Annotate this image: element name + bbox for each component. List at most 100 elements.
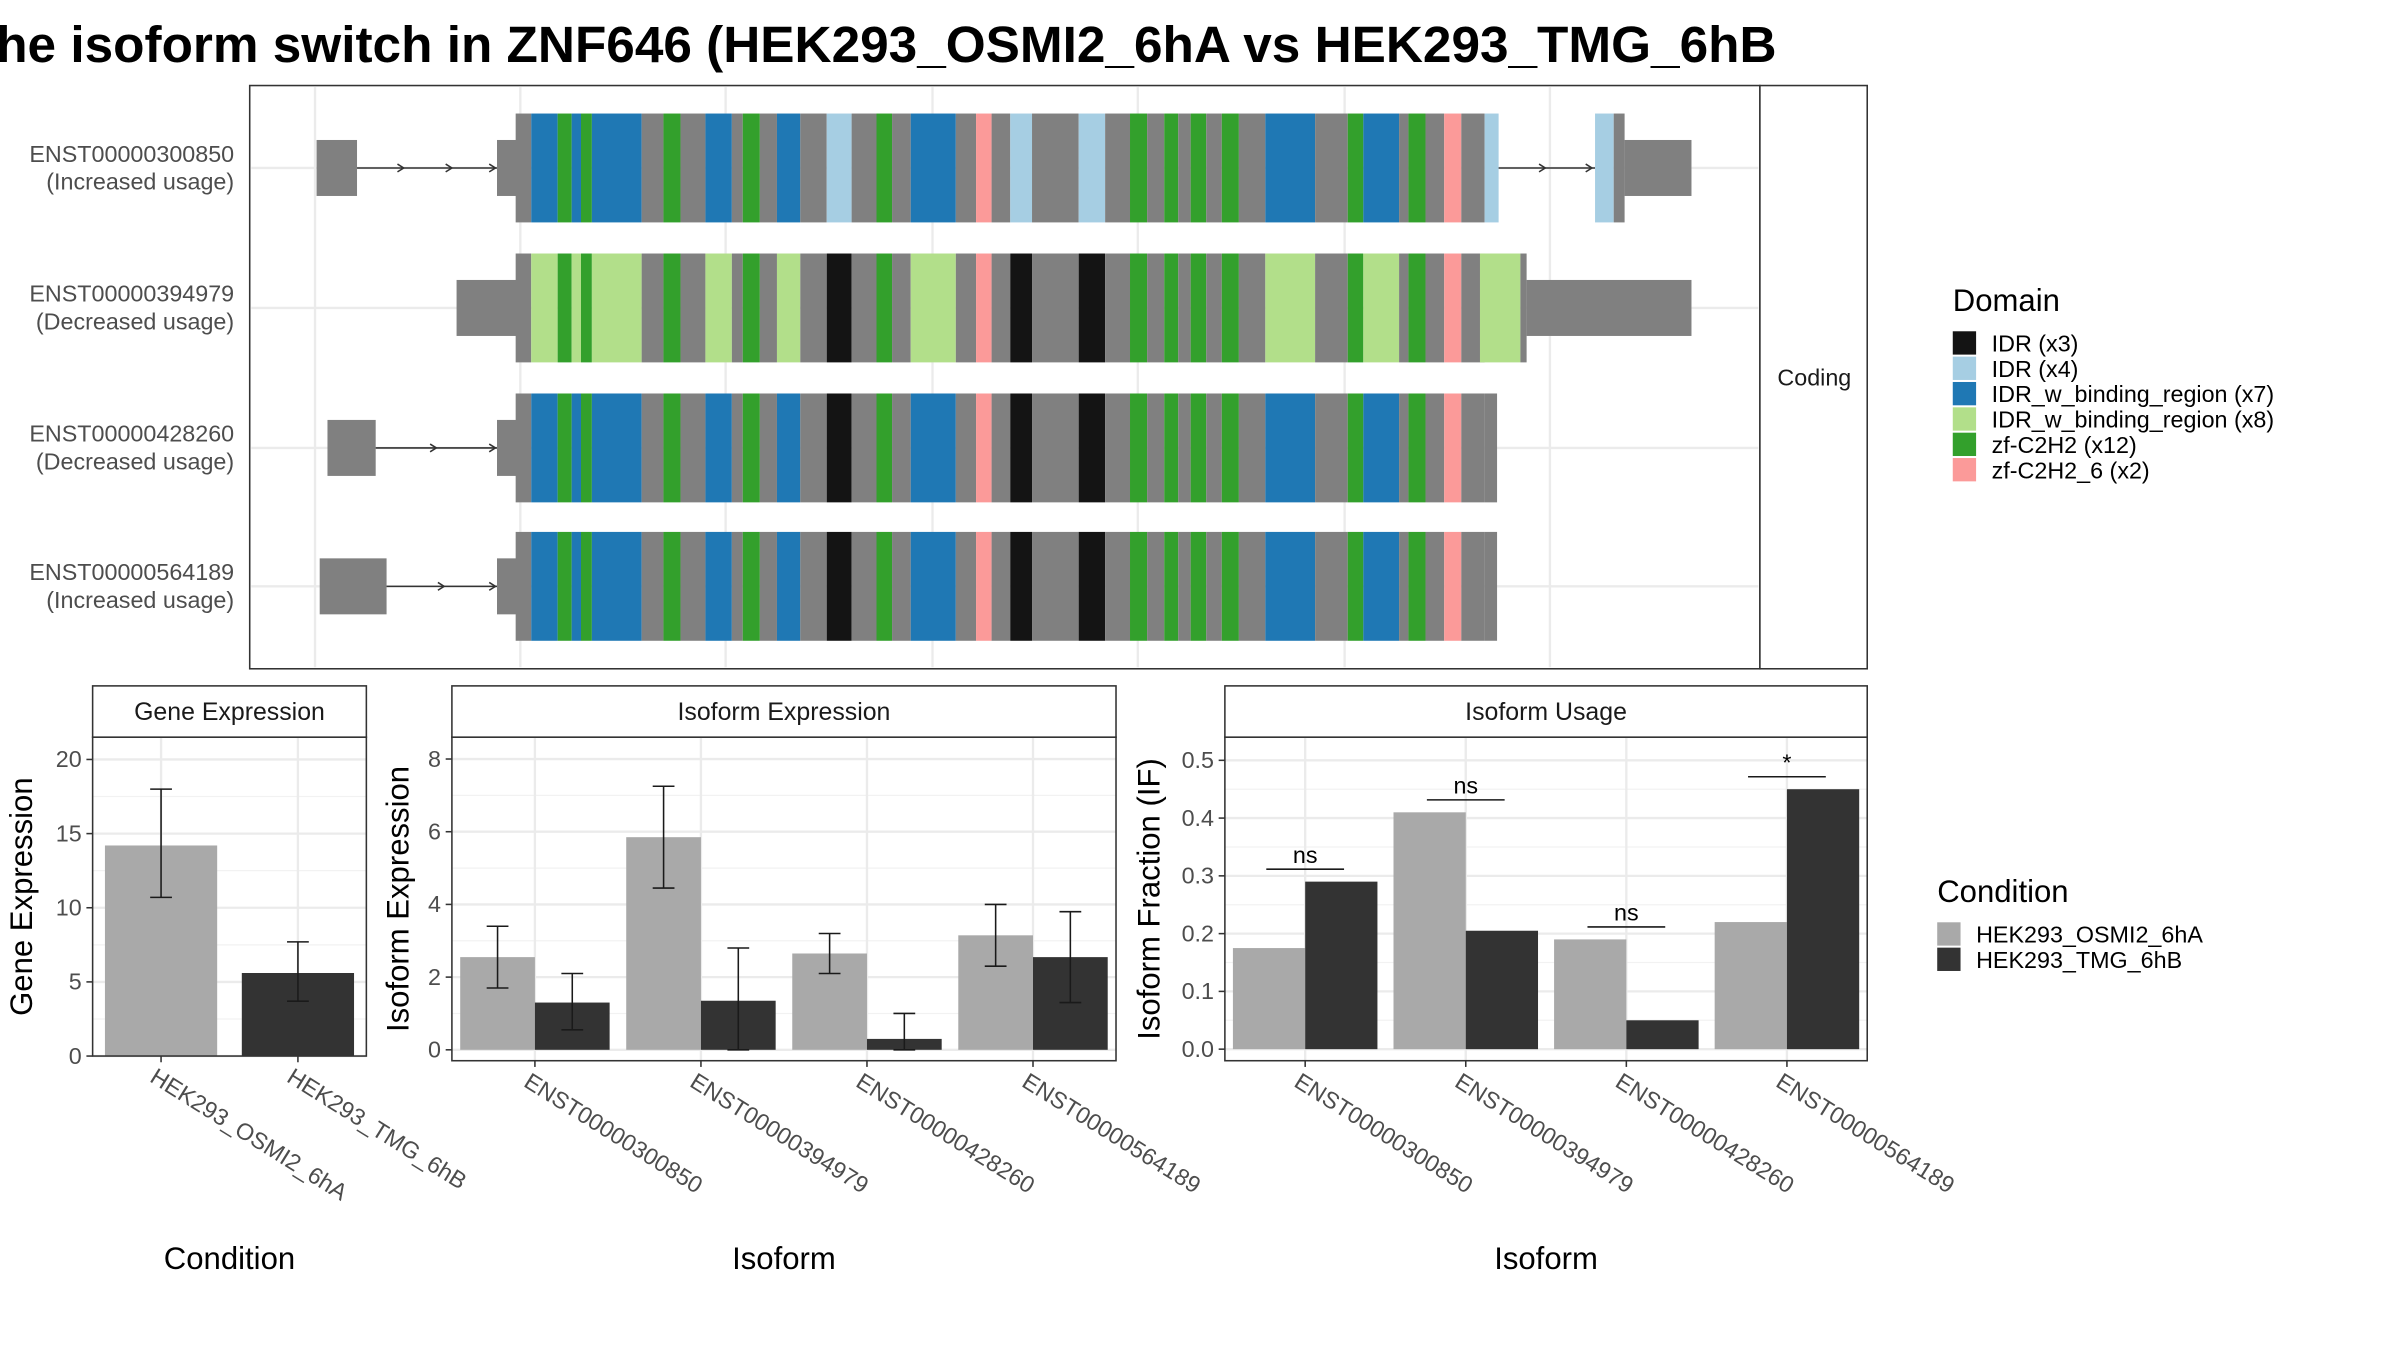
cds-segment [1164,113,1179,223]
cds-segment [876,531,893,641]
cds-segment [1238,113,1266,223]
cds-segment [680,113,706,223]
cds-segment [826,531,852,641]
cds-segment [1363,113,1400,223]
cds-segment [955,253,977,363]
cds-segment [1520,253,1527,363]
condition-legend-swatch [1937,947,1961,971]
exon-utr [1526,279,1692,336]
cds-segment [1347,393,1364,503]
cds-segment [1408,393,1426,503]
y-tick-label: 2 [428,964,441,990]
cds-segment [580,253,592,363]
cds-segment [1206,531,1222,641]
cds-segment [910,393,956,503]
exon-utr [1624,139,1692,196]
cds-segment [1484,113,1499,223]
facet-strip-label: Coding [1777,365,1851,391]
cds-segment [1484,393,1498,503]
cds-segment [1105,531,1131,641]
cds-segment [580,113,592,223]
cds-segment [515,253,532,363]
cds-segment [1399,253,1409,363]
cds-segment [1032,113,1079,223]
x-tick-label: ENST00000394979 [686,1068,873,1199]
condition-legend-title: Condition [1937,874,2068,909]
cds-segment [1178,393,1191,503]
transcript-id-label: ENST00000394979 [29,281,234,307]
cds-segment [557,113,572,223]
x-tick-label: ENST00000300850 [1290,1068,1477,1199]
cds-segment [1265,393,1316,503]
cds-segment [557,253,572,363]
cds-segment [1190,113,1207,223]
x-axis-title: Isoform [732,1241,836,1276]
domain-legend-title: Domain [1953,283,2060,318]
x-tick-label: ENST00000394979 [1451,1068,1638,1199]
cds-segment [1221,253,1239,363]
cds-segment [776,393,801,503]
panel-frame [1224,736,1869,1062]
cds-segment [1595,113,1614,223]
cds-segment [1032,531,1079,641]
cds-segment [731,253,743,363]
exon-utr [497,139,519,196]
domain-legend-label: zf-C2H2_6 (x2) [1992,457,2150,483]
cds-segment [1105,113,1131,223]
cds-segment [1461,393,1485,503]
cds-segment [876,113,893,223]
cds-segment [1078,253,1106,363]
cds-segment [991,393,1011,503]
transcript-usage-label: (Increased usage) [46,587,234,613]
condition-legend-swatch [1937,922,1961,946]
cds-segment [1206,113,1222,223]
domain-legend-label: IDR (x3) [1992,330,2079,356]
cds-segment [515,113,532,223]
x-axis-title: Condition [164,1241,295,1276]
cds-segment [1444,393,1462,503]
cds-segment [910,531,956,641]
y-tick-label: 0.2 [1182,920,1214,946]
cds-segment [591,253,642,363]
cds-segment [731,393,743,503]
bar [1786,789,1860,1050]
cds-segment [591,113,642,223]
cds-segment [557,393,572,503]
cds-segment [1221,113,1239,223]
panel-title: Isoform Usage [1465,698,1627,726]
exon-utr [319,558,387,615]
cds-segment [1147,393,1165,503]
cds-segment [663,393,681,503]
cds-segment [1130,113,1148,223]
cds-segment [1032,253,1079,363]
cds-segment [1408,531,1426,641]
y-tick-label: 0.5 [1182,747,1214,773]
cds-segment [910,253,956,363]
transcript-usage-label: (Increased usage) [46,169,234,195]
domain-legend-swatch [1952,407,1977,431]
cds-segment [1265,531,1316,641]
y-tick-label: 20 [56,746,82,772]
cds-segment [591,531,642,641]
cds-segment [571,253,581,363]
bar [1465,930,1539,1050]
cds-segment [680,531,706,641]
cds-segment [1147,531,1165,641]
cds-segment [742,253,760,363]
cds-segment [1238,253,1266,363]
panel-strip [451,685,1117,738]
cds-segment [759,393,777,503]
cds-segment [1425,393,1445,503]
cds-segment [800,253,827,363]
cds-segment [663,253,681,363]
bar [1714,922,1787,1050]
cds-segment [876,253,893,363]
cds-segment [1315,113,1348,223]
cds-segment [776,531,801,641]
cds-segment [955,393,977,503]
cds-segment [641,393,664,503]
x-axis-title: Isoform [1494,1241,1598,1276]
cds-segment [1479,253,1521,363]
